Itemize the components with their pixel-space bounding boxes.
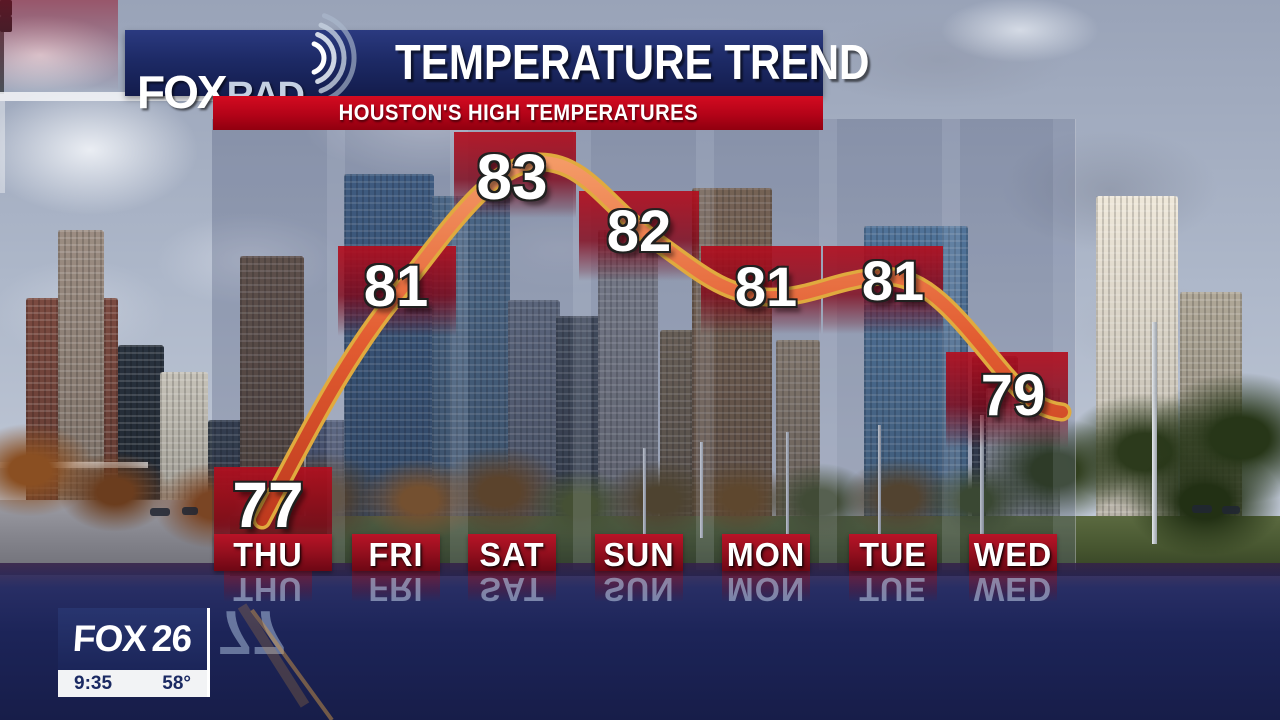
temperature-value: 83 (476, 141, 548, 213)
light-pole (878, 425, 881, 537)
day-label: MON (726, 536, 806, 573)
panel-right-edge-band (1053, 119, 1075, 570)
light-pole (786, 432, 789, 538)
page-title: TEMPERATURE TREND (394, 36, 870, 90)
temperature-value: 81 (734, 255, 798, 318)
tree (1123, 444, 1280, 560)
column-separator-band (696, 119, 714, 570)
station-bug: FOX 26 9:35 58° (58, 608, 210, 697)
column-separator-band (819, 119, 837, 570)
day-label-bar-reflection (722, 566, 810, 602)
day-label-bar (595, 534, 683, 571)
radar-waves-icon (311, 12, 357, 103)
day-label: SAT (479, 536, 545, 573)
day-label-bar (849, 534, 937, 571)
foxrad-logo-fox: FOX (137, 65, 228, 118)
subtitle-bar: HOUSTON'S HIGH TEMPERATURES (213, 96, 823, 130)
chart-subtitle: HOUSTON'S HIGH TEMPERATURES (338, 100, 698, 125)
day-label: FRI (368, 536, 424, 573)
day-label-bar-reflection (352, 566, 440, 602)
temperature-value: 82 (606, 199, 672, 264)
day-label-bar (352, 534, 440, 571)
light-pole (643, 448, 646, 540)
day-label-bar (468, 534, 556, 571)
header-bar: FOX RAD TEMPERATURE TREND (125, 12, 869, 118)
day-label-bar-reflection (595, 566, 683, 602)
column-separator-band (942, 119, 960, 570)
value-patch-reflection (0, 0, 118, 92)
station-channel: 26 (151, 618, 194, 659)
parked-car (1222, 506, 1240, 514)
day-label-bar (969, 534, 1057, 571)
day-label: TUE (859, 536, 927, 573)
light-pole (980, 415, 984, 537)
temperature-value: 81 (861, 249, 925, 312)
temperature-value: 81 (363, 254, 429, 319)
temperature-value: 77 (232, 469, 304, 541)
current-time: 9:35 (74, 672, 113, 694)
temperature-value: 79 (980, 363, 1046, 428)
station-brand: FOX (71, 618, 148, 659)
cloud (910, 0, 1130, 75)
day-label: THU (233, 536, 303, 573)
column-separator-band (327, 119, 345, 570)
time-temp-strip: 9:35 58° (58, 670, 210, 697)
station-logo: FOX 26 (58, 608, 210, 670)
day-label-bar-reflection (468, 566, 556, 602)
current-temperature: 58° (162, 672, 191, 694)
parked-car (182, 507, 198, 515)
day-label-bar-reflection (969, 566, 1057, 602)
day-label-bar (722, 534, 810, 571)
light-pole (700, 442, 703, 538)
day-label-bar (214, 534, 332, 571)
day-label: WED (973, 536, 1053, 573)
day-label: SUN (603, 536, 675, 573)
left-edge-highlight (0, 101, 5, 193)
light-pole (1152, 322, 1157, 544)
parked-car (150, 508, 170, 516)
header-left-stripe (0, 92, 213, 101)
day-label-bar-reflection (849, 566, 937, 602)
parked-car (1192, 505, 1212, 513)
